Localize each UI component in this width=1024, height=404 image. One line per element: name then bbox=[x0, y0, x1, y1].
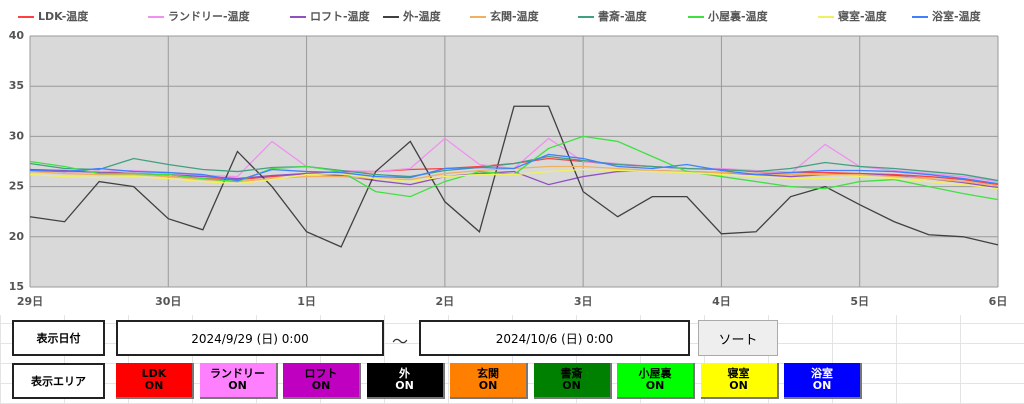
area-label: 書斎 bbox=[560, 367, 583, 380]
x-tick-label: 30日 bbox=[155, 295, 181, 308]
x-tick-label: 3日 bbox=[574, 295, 593, 308]
area-button[interactable]: 寝室 ON bbox=[700, 363, 779, 399]
y-tick-label: 35 bbox=[9, 79, 24, 92]
area-button[interactable]: 浴室 ON bbox=[784, 363, 862, 399]
y-tick-label: 40 bbox=[9, 29, 25, 42]
series-line bbox=[29, 153, 999, 185]
y-tick-label: 15 bbox=[9, 280, 24, 293]
date-label: 表示日付 bbox=[12, 320, 105, 356]
legend-label: 玄関-温度 bbox=[490, 9, 540, 23]
x-tick-label: 4日 bbox=[712, 295, 731, 308]
end-date[interactable]: 2024/10/6 (日) 0:00 bbox=[419, 320, 690, 356]
area-label: ランドリー bbox=[210, 367, 265, 380]
start-date[interactable]: 2024/9/29 (日) 0:00 bbox=[116, 320, 384, 356]
area-label: 小屋裏 bbox=[638, 367, 672, 380]
legend-label: ランドリー-温度 bbox=[168, 9, 251, 23]
plot-area bbox=[30, 36, 998, 287]
area-button[interactable]: LDK ON bbox=[116, 363, 194, 399]
chart: 15 20 25 30 35 40 29日 30日 1日 2日 3日 4日 5日 6日 LDK-温度 ランドリ… bbox=[9, 9, 1008, 308]
area-state: ON bbox=[812, 379, 832, 392]
legend-label: ロフト-温度 bbox=[310, 9, 371, 23]
legend-label: 小屋裏-温度 bbox=[707, 9, 769, 23]
x-tick-label: 6日 bbox=[989, 295, 1008, 308]
area-label: LDK bbox=[141, 367, 167, 380]
area-state: ON bbox=[144, 379, 164, 392]
area-state: ON bbox=[311, 379, 331, 392]
area-button[interactable]: 玄関 ON bbox=[450, 363, 528, 399]
x-tick-label: 5日 bbox=[850, 295, 869, 308]
y-tick-label: 30 bbox=[9, 129, 25, 142]
series-line bbox=[29, 105, 999, 248]
area-label: 玄関 bbox=[477, 367, 499, 380]
area-state: ON bbox=[645, 379, 665, 392]
area-button[interactable]: ランドリー ON bbox=[199, 363, 278, 399]
area-state: ON bbox=[395, 379, 414, 392]
legend-label: 外-温度 bbox=[402, 9, 442, 23]
x-tick-label: 2日 bbox=[436, 295, 455, 308]
series-line bbox=[29, 155, 999, 182]
y-tick-label: 20 bbox=[9, 230, 25, 243]
area-state: ON bbox=[729, 379, 748, 392]
area-button[interactable]: 書斎 ON bbox=[533, 363, 612, 399]
legend-label: 書斎-温度 bbox=[598, 9, 648, 23]
area-label: 浴室 bbox=[811, 367, 833, 380]
x-tick-label: 1日 bbox=[297, 295, 316, 308]
area-state: ON bbox=[478, 379, 498, 392]
area-button[interactable]: 小屋裏 ON bbox=[617, 363, 695, 399]
area-label: ロフト bbox=[304, 367, 338, 380]
area-button[interactable]: ロフト ON bbox=[283, 363, 361, 399]
sort-button[interactable]: ソート bbox=[698, 320, 778, 356]
x-tick-label: 29日 bbox=[17, 295, 43, 308]
y-tick-label: 25 bbox=[9, 180, 24, 193]
area-label: 寝室 bbox=[727, 367, 750, 380]
legend-label: 浴室-温度 bbox=[932, 9, 982, 23]
area-label: 外 bbox=[399, 367, 410, 380]
tilde: ～ bbox=[392, 332, 409, 351]
area-state: ON bbox=[228, 379, 247, 392]
area-label: 表示エリア bbox=[12, 363, 105, 399]
legend-label: LDK-温度 bbox=[38, 9, 89, 23]
area-state: ON bbox=[562, 379, 581, 392]
area-button[interactable]: 外 ON bbox=[366, 363, 445, 399]
legend-label: 寝室-温度 bbox=[838, 9, 888, 23]
series-line bbox=[29, 168, 999, 190]
